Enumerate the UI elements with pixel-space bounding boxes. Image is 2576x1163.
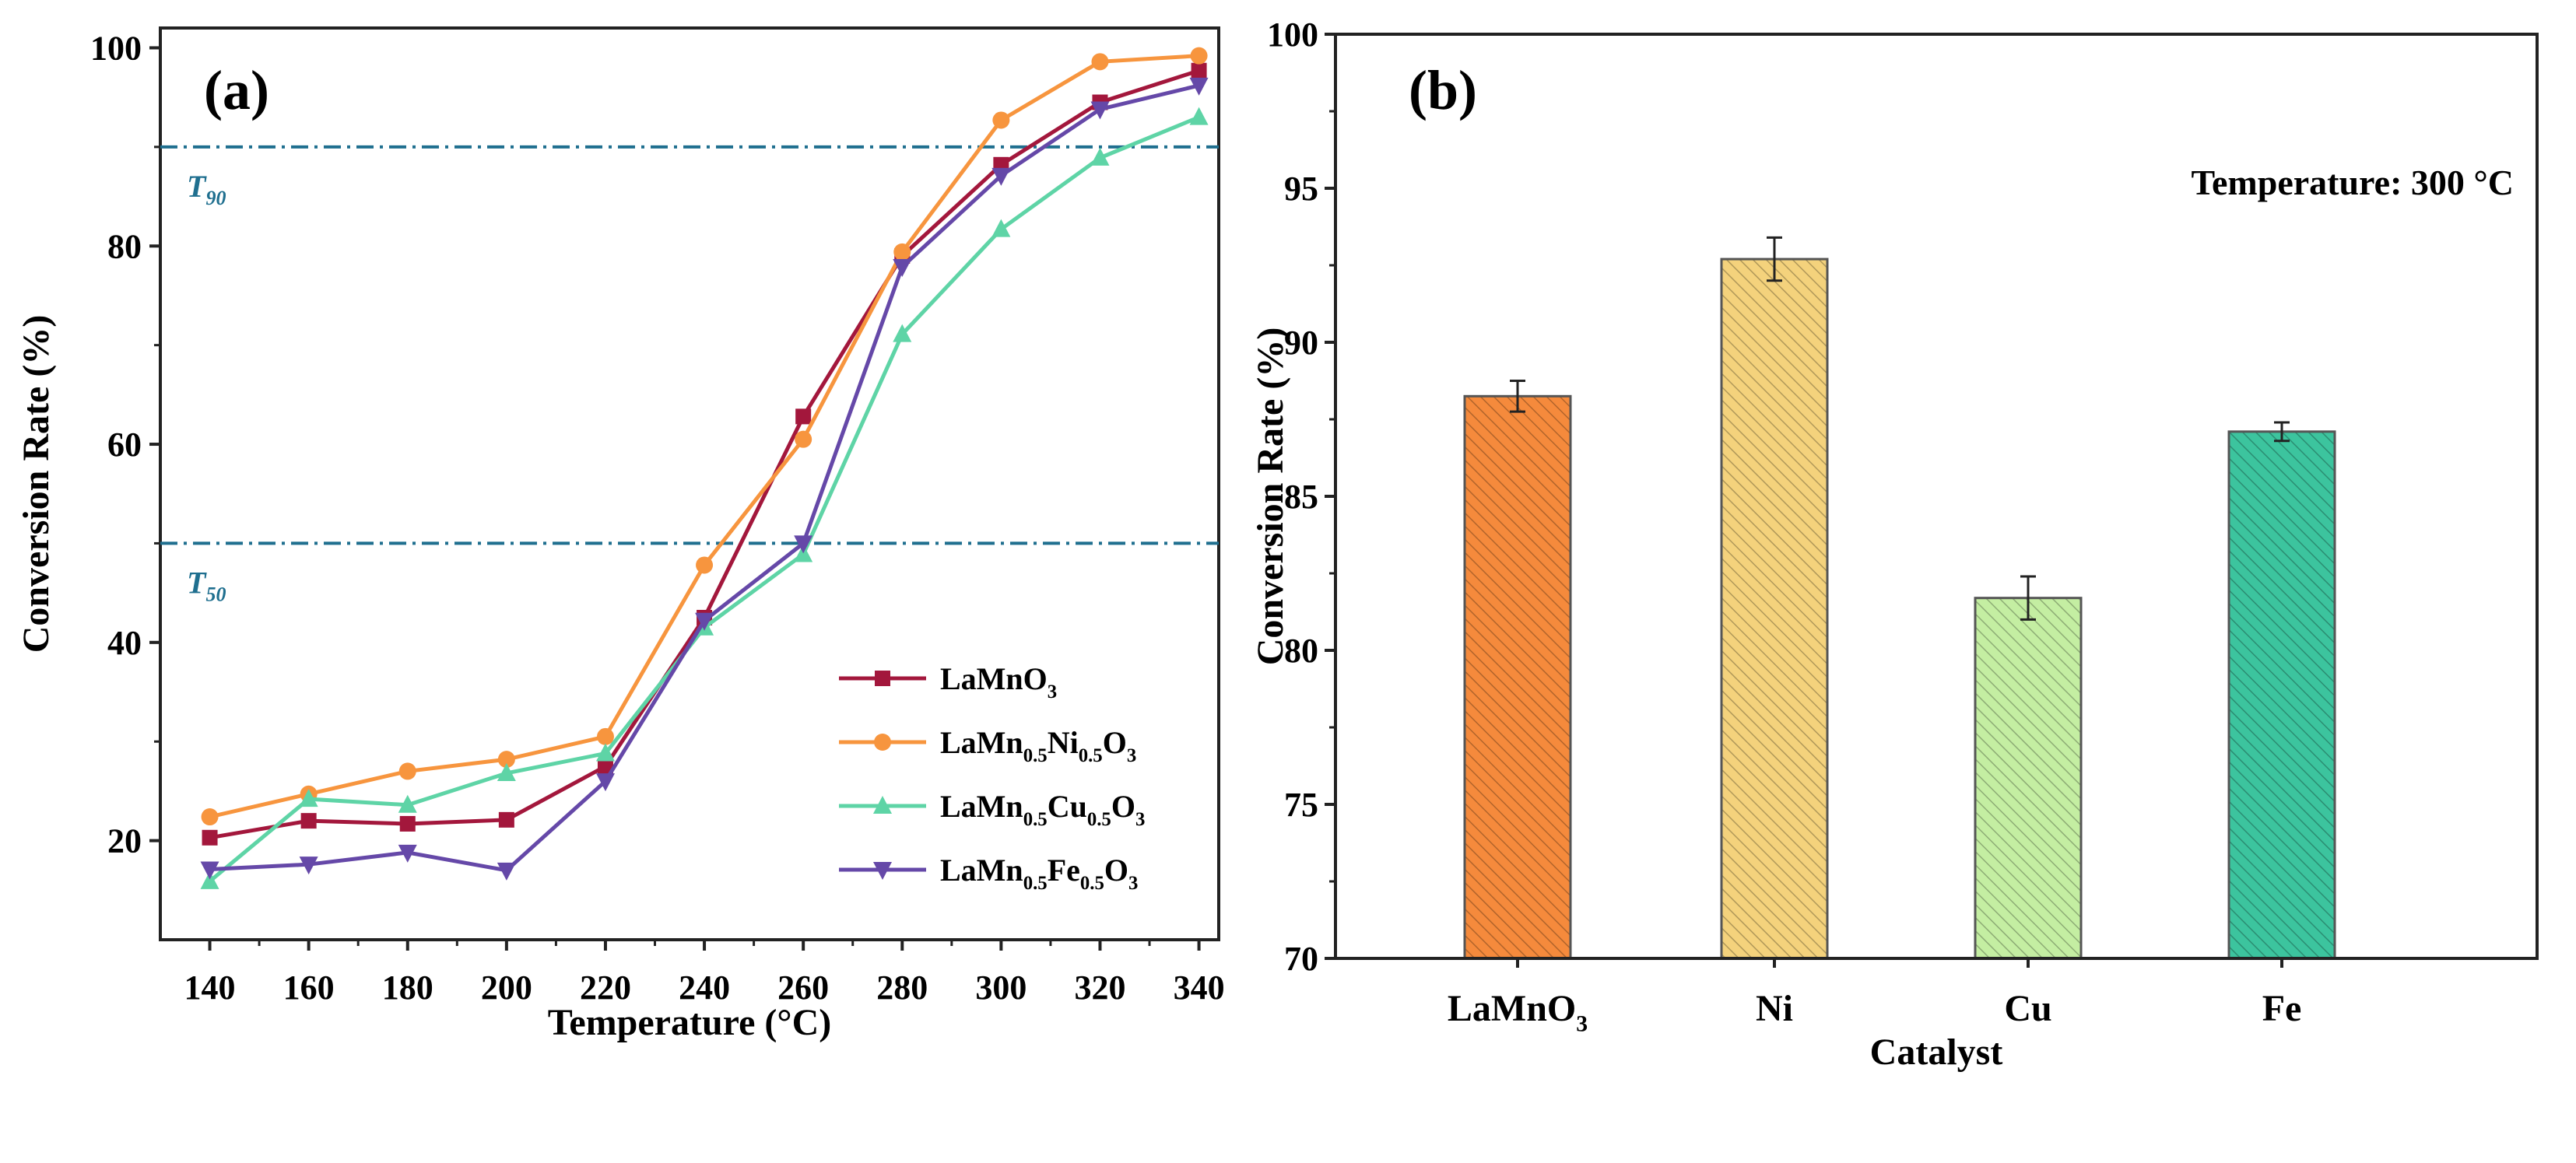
data-point: [1189, 77, 1209, 96]
y-tick-label: 80: [107, 227, 142, 265]
y-tick-label: 95: [1284, 170, 1318, 208]
data-point: [595, 743, 615, 762]
legend-marker: [875, 671, 890, 686]
data-point: [595, 773, 615, 792]
x-tick-label: 140: [184, 969, 236, 1007]
y-tick-label: 75: [1284, 786, 1318, 824]
data-point: [200, 870, 219, 889]
bar-Ni: [1720, 257, 1829, 960]
data-point: [399, 815, 416, 832]
data-point: [992, 111, 1010, 129]
panel-a-line-chart: 20 40 60 80 100 140 160 180 200 220 240 260 280 300 32…: [16, 26, 1225, 1043]
x-tick-label: 220: [580, 969, 631, 1007]
legend-label: LaMn0.5Cu0.5O3: [940, 789, 1145, 830]
data-point: [893, 324, 912, 342]
data-point: [497, 762, 516, 781]
x-tick-label: Cu: [2004, 988, 2051, 1029]
x-tick-label: 320: [1074, 969, 1125, 1007]
series-LaMn0.5Fe0.5O3: [200, 77, 1209, 881]
data-point: [498, 811, 514, 828]
x-tick-label: 340: [1174, 969, 1225, 1007]
annotation-temperature: Temperature: 300 °C: [2192, 163, 2514, 202]
data-point: [893, 243, 911, 261]
series-line: [208, 115, 1200, 883]
data-point: [893, 259, 912, 278]
legend-label: LaMn0.5Fe0.5O3: [940, 853, 1138, 894]
panel-label: (b): [1409, 59, 1477, 121]
y-tick-label: 100: [90, 29, 142, 67]
data-point: [497, 751, 515, 769]
data-point: [299, 856, 318, 875]
data-point: [795, 408, 812, 425]
y-tick-label: 100: [1267, 16, 1318, 54]
x-tick-label: LaMnO3: [1448, 988, 1588, 1036]
data-point: [300, 813, 317, 829]
data-point: [201, 808, 219, 826]
series-LaMn0.5Cu0.5O3: [200, 107, 1209, 889]
data-point: [1190, 47, 1208, 65]
y-tick-label: 80: [1284, 632, 1318, 670]
data-point: [1091, 53, 1109, 71]
y-tick-label: 85: [1284, 478, 1318, 516]
data-point: [200, 861, 219, 880]
x-tick-label: 180: [382, 969, 433, 1007]
y-tick-label: 90: [1284, 324, 1318, 362]
panel-b-bar-chart: LaMnO3 Ni Cu Fe 70 75 80 85 90 95 100 Catalyst Conve…: [1250, 16, 2539, 1073]
y-tick-label: 70: [1284, 940, 1318, 978]
reference-label-T50: T50: [187, 565, 226, 605]
y-tick-label: 20: [107, 822, 142, 860]
series-line: [209, 68, 1200, 840]
x-tick-label: 240: [679, 969, 730, 1007]
x-tick-label: 200: [481, 969, 532, 1007]
x-tick-label: Fe: [2262, 988, 2302, 1029]
legend-marker: [873, 862, 892, 880]
series-LaMn0.5Ni0.5O3: [201, 47, 1208, 826]
legend-marker: [874, 734, 891, 751]
data-point: [696, 556, 714, 574]
data-point: [1189, 107, 1209, 125]
legend-label: LaMn0.5Ni0.5O3: [940, 725, 1136, 766]
bar-Fe: [2227, 430, 2336, 960]
x-tick-label: 160: [283, 969, 335, 1007]
legend-marker: [873, 796, 892, 814]
bar-LaMnO3: [1463, 394, 1572, 960]
x-tick-label: 260: [777, 969, 829, 1007]
data-point: [596, 727, 614, 745]
x-axis-title: Temperature (°C): [548, 1002, 831, 1043]
data-point: [497, 862, 516, 881]
data-point: [795, 430, 812, 448]
y-axis-title: Conversion Rate (%): [16, 315, 57, 653]
x-tick-label: Ni: [1756, 988, 1793, 1029]
x-axis-title: Catalyst: [1870, 1032, 2003, 1073]
data-point: [991, 219, 1011, 237]
panel-label: (a): [204, 59, 269, 121]
data-point: [1090, 101, 1110, 120]
plot-frame: [159, 26, 1220, 941]
y-axis-title: Conversion Rate (%): [1250, 328, 1291, 666]
data-point: [398, 794, 417, 813]
data-point: [794, 535, 813, 554]
data-point: [299, 789, 318, 807]
x-tick-label: 280: [876, 969, 928, 1007]
y-tick-label: 60: [107, 426, 142, 464]
data-point: [695, 612, 714, 631]
data-point: [1191, 62, 1207, 79]
series-line: [209, 54, 1199, 819]
legend-label: LaMnO3: [940, 661, 1057, 702]
reference-label-T90: T90: [187, 169, 226, 209]
data-point: [398, 844, 417, 863]
data-point: [597, 758, 613, 775]
data-point: [202, 829, 218, 846]
data-point: [991, 167, 1011, 186]
data-point: [398, 762, 416, 780]
data-point: [1090, 147, 1110, 166]
x-tick-label: 300: [975, 969, 1027, 1007]
y-tick-label: 40: [107, 624, 142, 662]
bar-Cu: [1974, 597, 2083, 960]
